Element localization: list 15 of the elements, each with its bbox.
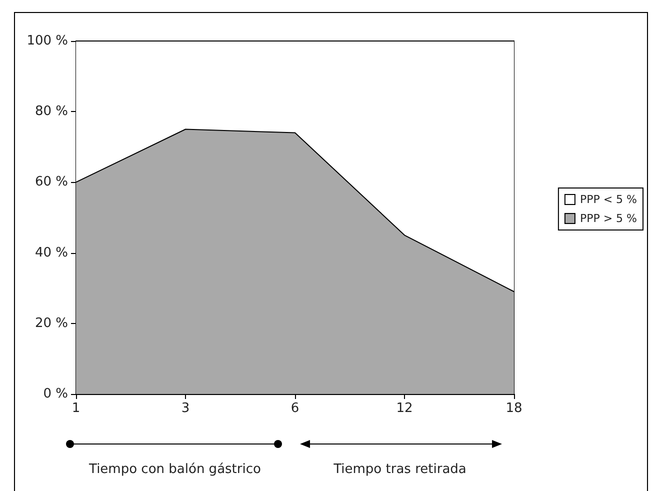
y-tick-label: 40 % bbox=[34, 245, 68, 260]
y-tick-label: 100 % bbox=[26, 34, 68, 48]
x-tick-label: 1 bbox=[72, 401, 80, 416]
x-tick-label: 6 bbox=[290, 401, 300, 416]
text: Tiempo tras retirada bbox=[334, 462, 466, 477]
x-tick-label: 12 bbox=[396, 401, 413, 416]
y-tick-label: 60 % bbox=[34, 174, 68, 190]
text: Tiempo con balón gástrico bbox=[89, 462, 261, 477]
legend-label: PPP > 5 % bbox=[580, 212, 638, 225]
y-tick-label: 20 % bbox=[34, 316, 68, 331]
y-tick-label: 0 % bbox=[43, 386, 68, 402]
y-tick-label: 80 % bbox=[34, 104, 68, 120]
legend-label: PPP < 5 % bbox=[580, 193, 638, 206]
x-tick-label: 18 bbox=[506, 401, 522, 416]
x-tick-label: 3 bbox=[181, 401, 190, 416]
